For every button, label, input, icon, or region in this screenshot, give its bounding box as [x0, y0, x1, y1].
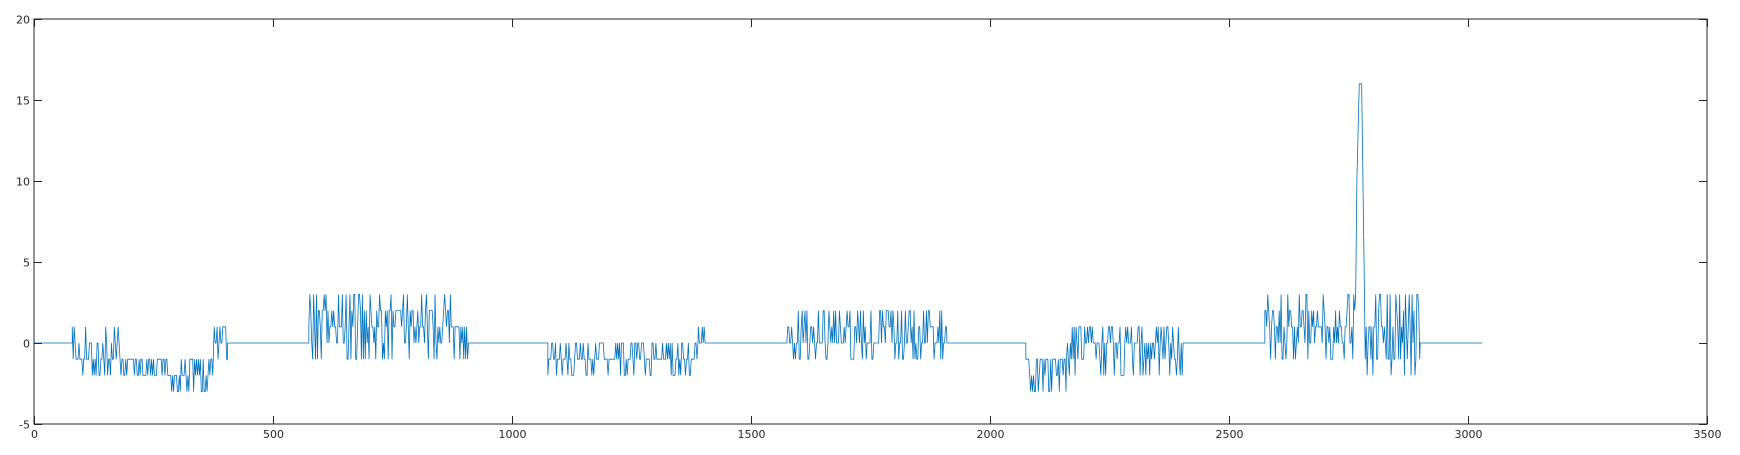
y-tick-label: 5 [23, 257, 30, 270]
y-tick-label: -5 [19, 419, 30, 432]
x-tick-label: 2500 [1216, 428, 1244, 441]
x-tick-label: 0 [31, 428, 38, 441]
x-tick-label: 1500 [738, 428, 766, 441]
y-tick-label: 0 [23, 338, 30, 351]
series-layer [34, 83, 1483, 392]
y-tick-label: 15 [16, 95, 30, 108]
x-tick-label: 500 [263, 428, 284, 441]
series-line-0 [34, 83, 1483, 392]
x-tick-label: 1000 [499, 428, 527, 441]
x-tick-label: 2000 [977, 428, 1005, 441]
plot-box [33, 18, 1708, 425]
x-tick-label: 3500 [1694, 428, 1722, 441]
axes [33, 18, 1708, 425]
y-tick-label: 20 [16, 14, 30, 27]
x-tick-label: 3000 [1455, 428, 1483, 441]
y-tick-label: 10 [16, 176, 30, 189]
